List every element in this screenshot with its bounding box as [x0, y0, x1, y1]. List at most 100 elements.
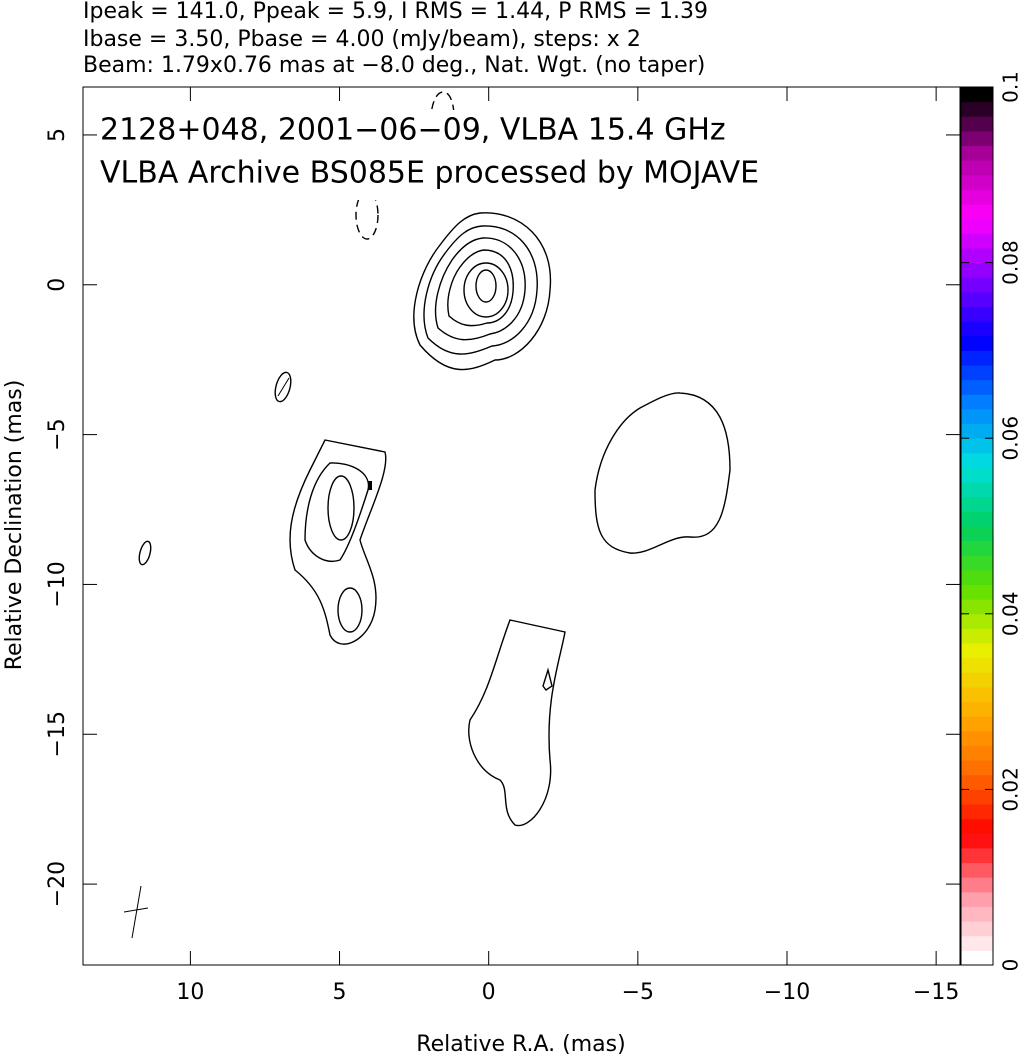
- colorbar-cell: [961, 409, 993, 424]
- x-tick-label: 0: [482, 980, 496, 1005]
- colorbar-cell: [961, 321, 993, 336]
- contour: [278, 378, 289, 396]
- colorbar-cell: [961, 453, 993, 468]
- colorbar-cell: [961, 687, 993, 702]
- colorbar-cell: [961, 950, 993, 965]
- colorbar-cell: [961, 277, 993, 292]
- header-line: Beam: 1.79x0.76 mas at −8.0 deg., Nat. W…: [83, 53, 705, 78]
- x-tick-label: −10: [764, 980, 810, 1005]
- colorbar-cell: [961, 643, 993, 658]
- colorbar-tick-label: 0: [999, 959, 1022, 972]
- contours: [137, 92, 730, 826]
- colorbar-tick-label: 0.04: [999, 592, 1022, 637]
- colorbar-cell: [961, 877, 993, 892]
- contour: [338, 588, 362, 632]
- colorbar-cell: [961, 672, 993, 687]
- colorbar-cell: [961, 921, 993, 936]
- colorbar-tick-label: 0.1: [999, 71, 1022, 103]
- y-tick-label: 5: [45, 128, 70, 142]
- colorbar-cell: [961, 775, 993, 790]
- contour: [595, 393, 730, 553]
- colorbar-cell: [961, 731, 993, 746]
- y-tick-label: −20: [45, 861, 70, 907]
- colorbar-cell: [961, 511, 993, 526]
- colorbar-cell: [961, 628, 993, 643]
- y-axis-label: Relative Declination (mas): [2, 380, 27, 671]
- colorbar-cell: [961, 263, 993, 278]
- annotation: 2128+048, 2001−06−09, VLBA 15.4 GHz: [100, 113, 726, 148]
- colorbar-cell: [961, 936, 993, 951]
- contour: [469, 620, 565, 826]
- contour: [543, 670, 552, 690]
- colorbar-cell: [961, 146, 993, 161]
- beam-axis: [132, 886, 141, 938]
- colorbar-cell: [961, 175, 993, 190]
- colorbar-cell: [961, 541, 993, 556]
- annotation: VLBA Archive BS085E processed by MOJAVE: [100, 156, 759, 191]
- colorbar-cell: [961, 892, 993, 907]
- colorbar-cell: [961, 380, 993, 395]
- colorbar-cell: [961, 102, 993, 117]
- colorbar-cell: [961, 819, 993, 834]
- colorbar-cell: [961, 131, 993, 146]
- y-tick-label: 0: [45, 278, 70, 292]
- colorbar-cell: [961, 497, 993, 512]
- beam: [124, 886, 148, 938]
- colorbar-tick-label: 0.02: [999, 767, 1022, 812]
- plot-frame: [83, 87, 960, 965]
- header-line: Ipeak = 141.0, Ppeak = 5.9, I RMS = 1.44…: [83, 0, 708, 24]
- colorbar-cell: [961, 87, 993, 102]
- colorbar-cell: [961, 189, 993, 204]
- colorbar-cell: [961, 160, 993, 175]
- colorbar-cell: [961, 614, 993, 629]
- x-tick-label: 5: [333, 980, 347, 1005]
- x-axis-label: Relative R.A. (mas): [416, 1032, 625, 1057]
- colorbar-cell: [961, 350, 993, 365]
- colorbar-cell: [961, 570, 993, 585]
- colorbar-cell: [961, 658, 993, 673]
- colorbar-cell: [961, 599, 993, 614]
- colorbar-cell: [961, 863, 993, 878]
- colorbar-cell: [961, 848, 993, 863]
- colorbar-cell: [961, 789, 993, 804]
- colorbar-cell: [961, 702, 993, 717]
- x-tick-label: 10: [176, 980, 204, 1005]
- colorbar-cell: [961, 204, 993, 219]
- x-tick-label: −15: [913, 980, 959, 1005]
- colorbar-tick-label: 0.06: [999, 416, 1022, 461]
- y-tick-label: −10: [45, 561, 70, 607]
- contour: [368, 481, 372, 490]
- y-tick-label: −5: [45, 418, 70, 450]
- colorbar-cell: [961, 336, 993, 351]
- contour: [137, 540, 153, 566]
- colorbar-cell: [961, 394, 993, 409]
- contour: [448, 250, 513, 326]
- colorbar-cell: [961, 716, 993, 731]
- contour: [328, 476, 354, 540]
- colorbar-cell: [961, 906, 993, 921]
- colorbar-cell: [961, 424, 993, 439]
- colorbar-cell: [961, 555, 993, 570]
- contour: [414, 213, 551, 370]
- colorbar-cell: [961, 833, 993, 848]
- colorbar-cell: [961, 482, 993, 497]
- y-tick-label: −15: [45, 711, 70, 757]
- x-tick-label: −5: [622, 980, 654, 1005]
- colorbar-cell: [961, 292, 993, 307]
- colorbar-cell: [961, 438, 993, 453]
- beam-axis: [124, 908, 148, 912]
- colorbar-cell: [961, 760, 993, 775]
- colorbar-cell: [961, 233, 993, 248]
- colorbar-cell: [961, 746, 993, 761]
- colorbar-cell: [961, 585, 993, 600]
- colorbar-cell: [961, 116, 993, 131]
- contour: [424, 226, 537, 354]
- colorbar-cell: [961, 248, 993, 263]
- header-line: Ibase = 3.50, Pbase = 4.00 (mJy/beam), s…: [83, 27, 641, 52]
- colorbar-cell: [961, 307, 993, 322]
- colorbar-cell: [961, 219, 993, 234]
- colorbar-cell: [961, 467, 993, 482]
- contour: [464, 263, 508, 317]
- contour: [476, 270, 496, 302]
